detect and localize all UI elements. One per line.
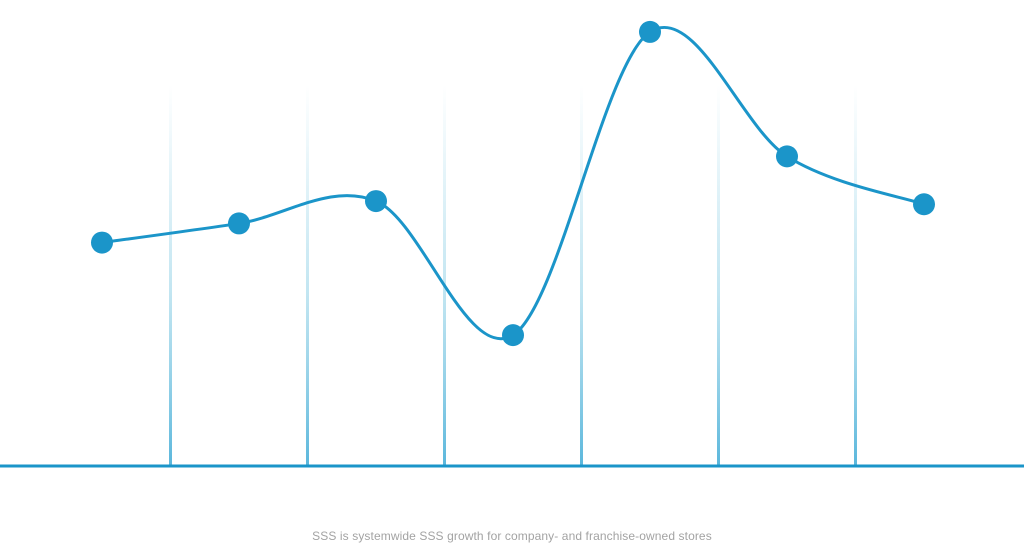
data-point-p7 [913,193,935,216]
grid-line [306,85,309,466]
series-line [100,26,926,340]
data-point-p5 [639,20,661,43]
data-point-p3 [365,190,387,213]
chart-footnote: SSS is systemwide SSS growth for company… [312,529,712,543]
line-chart [0,20,1024,468]
grid-line [580,85,583,466]
data-point-p1 [91,231,113,254]
data-point-p4 [502,324,524,347]
grid-line [854,85,857,466]
grid-line [443,85,446,466]
data-point-p6 [776,145,798,168]
data-point-p2 [228,212,250,235]
grid-line [169,85,172,466]
grid-lines [169,85,857,466]
grid-line [717,85,720,466]
data-points [91,20,935,347]
